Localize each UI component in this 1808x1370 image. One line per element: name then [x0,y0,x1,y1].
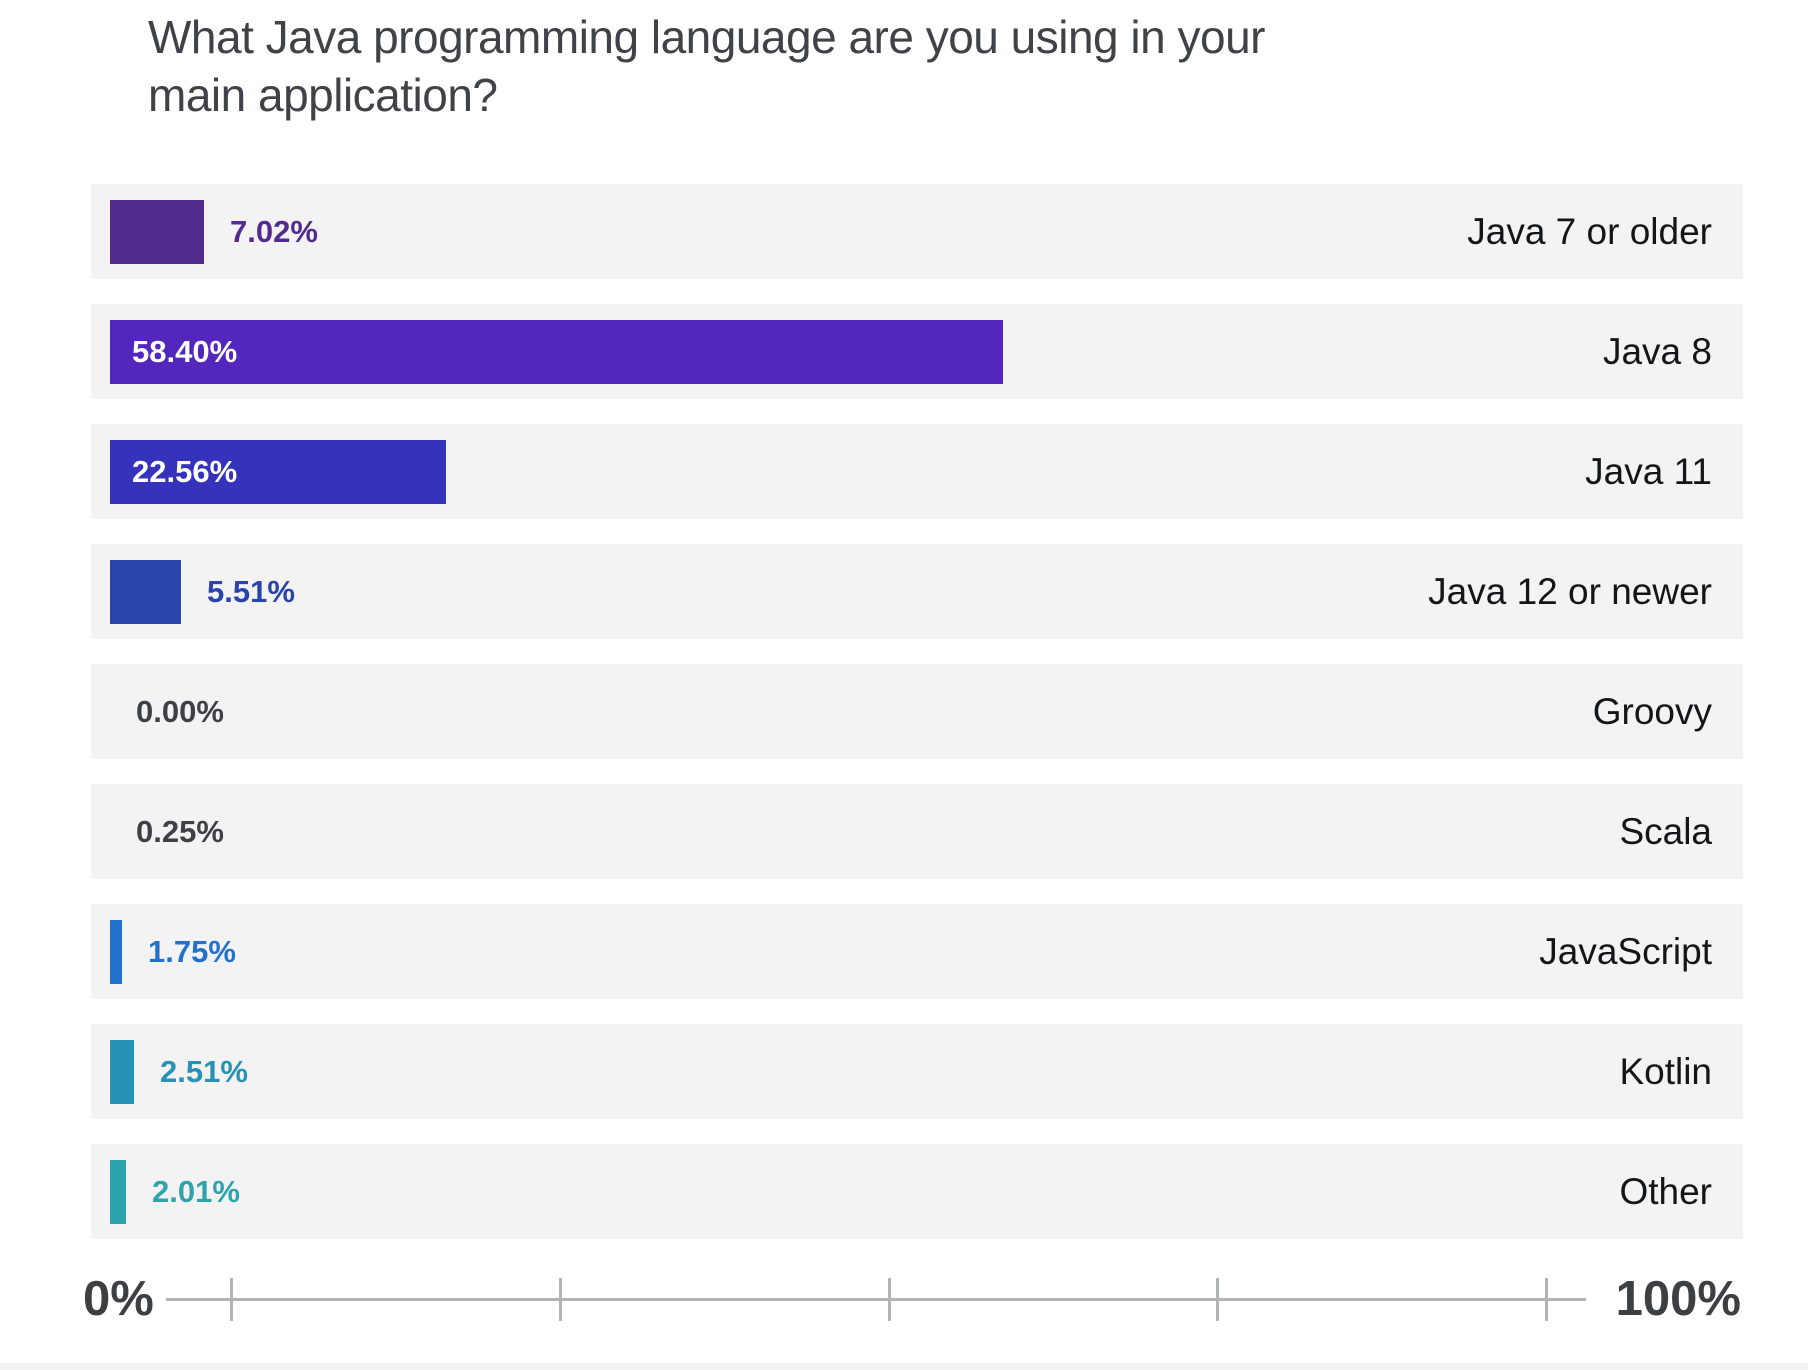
bar-java-8 [110,319,1003,384]
category-label-java-12-or-newer: Java 12 or newer [1428,570,1712,612]
value-label-scala: 0.25% [136,813,224,849]
category-label-groovy: Groovy [1592,690,1712,732]
x-axis-min-label: 0% [83,1272,154,1326]
x-axis-tick-75 [1216,1278,1219,1321]
bar-java-7-or-older [110,199,204,264]
value-label-javascript: 1.75% [148,933,236,969]
chart-row-java-8: 58.40% Java 8 [91,304,1743,399]
category-label-kotlin: Kotlin [1619,1050,1712,1092]
x-axis-max-label: 100% [1615,1272,1741,1326]
category-label-java-8: Java 8 [1602,330,1712,372]
category-label-scala: Scala [1619,810,1712,852]
chart-row-java-7-or-older: 7.02% Java 7 or older [91,184,1743,279]
x-axis-tick-50 [888,1278,891,1321]
category-label-java-11: Java 11 [1585,450,1712,492]
bar-javascript [110,919,122,984]
value-label-kotlin: 2.51% [160,1053,248,1089]
bar-kotlin [110,1039,134,1104]
chart-row-kotlin: 2.51% Kotlin [91,1024,1743,1119]
value-label-java-8: 58.40% [132,333,238,369]
category-label-javascript: JavaScript [1539,930,1712,972]
bar-java-11 [110,439,446,504]
x-axis-line [166,1298,1586,1301]
chart-rows: 7.02% Java 7 or older 58.40% Java 8 22.5… [91,184,1743,1264]
bar-other [110,1159,126,1224]
bar-java-12-or-newer [110,559,181,624]
chart-row-javascript: 1.75% JavaScript [91,904,1743,999]
chart-title: What Java programming language are you u… [148,11,1265,121]
chart-row-java-11: 22.56% Java 11 [91,424,1743,519]
chart-row-other: 2.01% Other [91,1144,1743,1239]
category-label-java-7-or-older: Java 7 or older [1467,210,1712,252]
chart-row-scala: 0.25% Scala [91,784,1743,879]
x-axis: 0% 100% [0,1262,1808,1342]
category-label-other: Other [1619,1170,1712,1212]
value-label-java-11: 22.56% [132,453,238,489]
value-label-groovy: 0.00% [136,693,224,729]
value-label-other: 2.01% [152,1173,240,1209]
x-axis-tick-0 [230,1278,233,1321]
next-section-edge [0,1363,1808,1370]
x-axis-tick-25 [559,1278,562,1321]
chart-row-groovy: 0.00% Groovy [91,664,1743,759]
x-axis-tick-100 [1545,1278,1548,1321]
value-label-java-7-or-older: 7.02% [230,213,318,249]
chart-row-java-12-or-newer: 5.51% Java 12 or newer [91,544,1743,639]
value-label-java-12-or-newer: 5.51% [207,573,295,609]
